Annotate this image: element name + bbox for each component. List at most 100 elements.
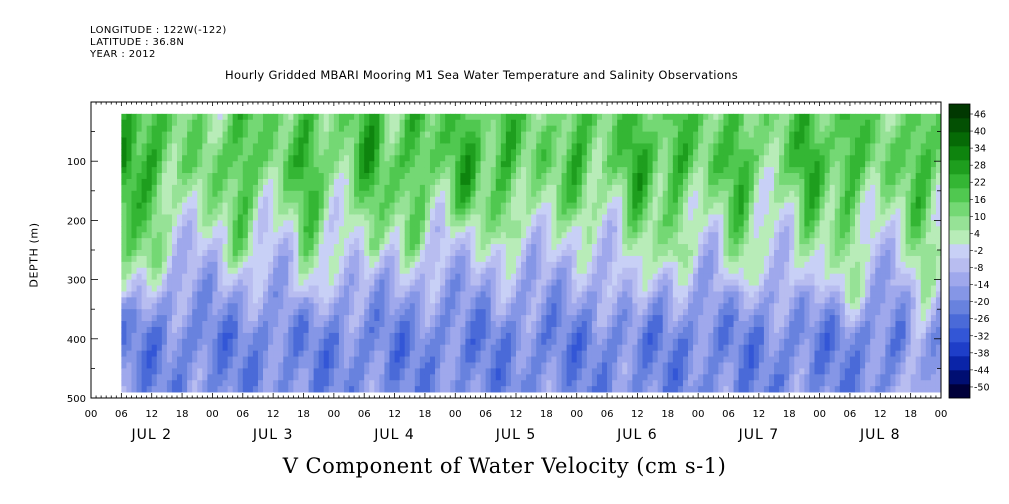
heatmap-cell [460,208,466,215]
heatmap-cell [151,173,158,180]
heatmap-cell [268,167,274,174]
heatmap-cell [414,326,421,334]
heatmap-cell [652,250,659,257]
heatmap-cell [171,267,178,275]
heatmap-cell [495,143,502,150]
heatmap-cell [136,161,142,168]
heatmap-cell [399,303,406,310]
heatmap-cell [394,196,401,204]
heatmap-cell [374,273,380,280]
heatmap-cell [632,321,638,328]
heatmap-cell [156,326,163,334]
heatmap-cell [596,238,603,245]
heatmap-cell [318,113,325,121]
heatmap-cell [485,374,492,381]
heatmap-cell [197,173,203,180]
heatmap-cell [156,208,163,215]
heatmap-cell [414,155,421,162]
heatmap-cell [374,297,380,304]
heatmap-cell [531,309,537,316]
heatmap-cell [354,303,360,310]
heatmap-cell [419,244,426,251]
heatmap-cell [263,196,269,204]
heatmap-cell [510,208,517,215]
heatmap-cell [495,167,502,174]
heatmap-cell [237,167,244,174]
heatmap-cell [187,362,193,369]
heatmap-cell [318,380,325,387]
heatmap-cell [151,344,158,352]
heatmap-cell [333,190,340,198]
heatmap-cell [470,285,476,292]
heatmap-cell [364,232,370,239]
heatmap-cell [591,226,598,233]
heatmap-cell [435,238,441,245]
heatmap-cell [642,113,648,121]
heatmap-cell [182,214,188,221]
heatmap-cell [450,173,456,180]
heatmap-cell [369,261,375,269]
heatmap-cell [571,386,578,393]
heatmap-cell [197,285,203,292]
heatmap-cell [252,297,259,304]
heatmap-cell [642,184,648,192]
heatmap-cell [212,149,218,156]
heatmap-cell [227,131,234,138]
heatmap-cell [263,344,269,352]
heatmap-cell [576,202,583,209]
heatmap-cell [571,279,578,286]
heatmap-cell [313,184,320,192]
heatmap-cell [460,279,466,286]
heatmap-cell [354,291,360,298]
heatmap-cell [394,131,401,138]
heatmap-cell [293,261,299,269]
heatmap-cell [576,131,583,138]
heatmap-cell [429,137,436,144]
heatmap-cell [394,232,401,239]
heatmap-cell [414,113,421,121]
heatmap-cell [490,113,497,121]
heatmap-cell [536,178,542,186]
heatmap-cell [263,309,269,316]
heatmap-cell [607,321,613,328]
heatmap-cell [586,374,593,381]
heatmap-cell [161,321,168,328]
heatmap-cell [369,119,375,127]
heatmap-cell [394,143,401,150]
heatmap-cell [622,250,628,257]
heatmap-cell [576,321,583,328]
heatmap-cell [374,178,380,186]
heatmap-cell [192,309,198,316]
heatmap-cell [495,244,502,251]
heatmap-cell [323,338,330,346]
heatmap-cell [571,125,578,132]
heatmap-cell [586,368,593,375]
heatmap-cell [298,297,304,304]
heatmap-cell [546,362,552,369]
heatmap-cell [414,368,421,375]
heatmap-cell [146,149,153,156]
heatmap-cell [293,362,299,369]
heatmap-cell [313,250,320,257]
heatmap-cell [369,244,375,251]
heatmap-cell [419,309,426,316]
heatmap-cell [222,255,229,263]
heatmap-cell [455,250,461,257]
heatmap-cell [521,137,527,144]
heatmap-cell [500,143,507,150]
heatmap-cell [166,131,173,138]
heatmap-cell [526,125,532,132]
heatmap-cell [470,190,476,198]
heatmap-cell [374,279,380,286]
heatmap-cell [202,362,208,369]
heatmap-cell [126,202,132,209]
heatmap-cell [591,244,598,251]
heatmap-cell [647,143,654,150]
heatmap-cell [182,119,188,127]
heatmap-cell [182,250,188,257]
heatmap-cell [399,273,406,280]
heatmap-cell [343,374,350,381]
heatmap-cell [394,326,401,334]
heatmap-cell [182,303,188,310]
heatmap-cell [586,267,593,275]
